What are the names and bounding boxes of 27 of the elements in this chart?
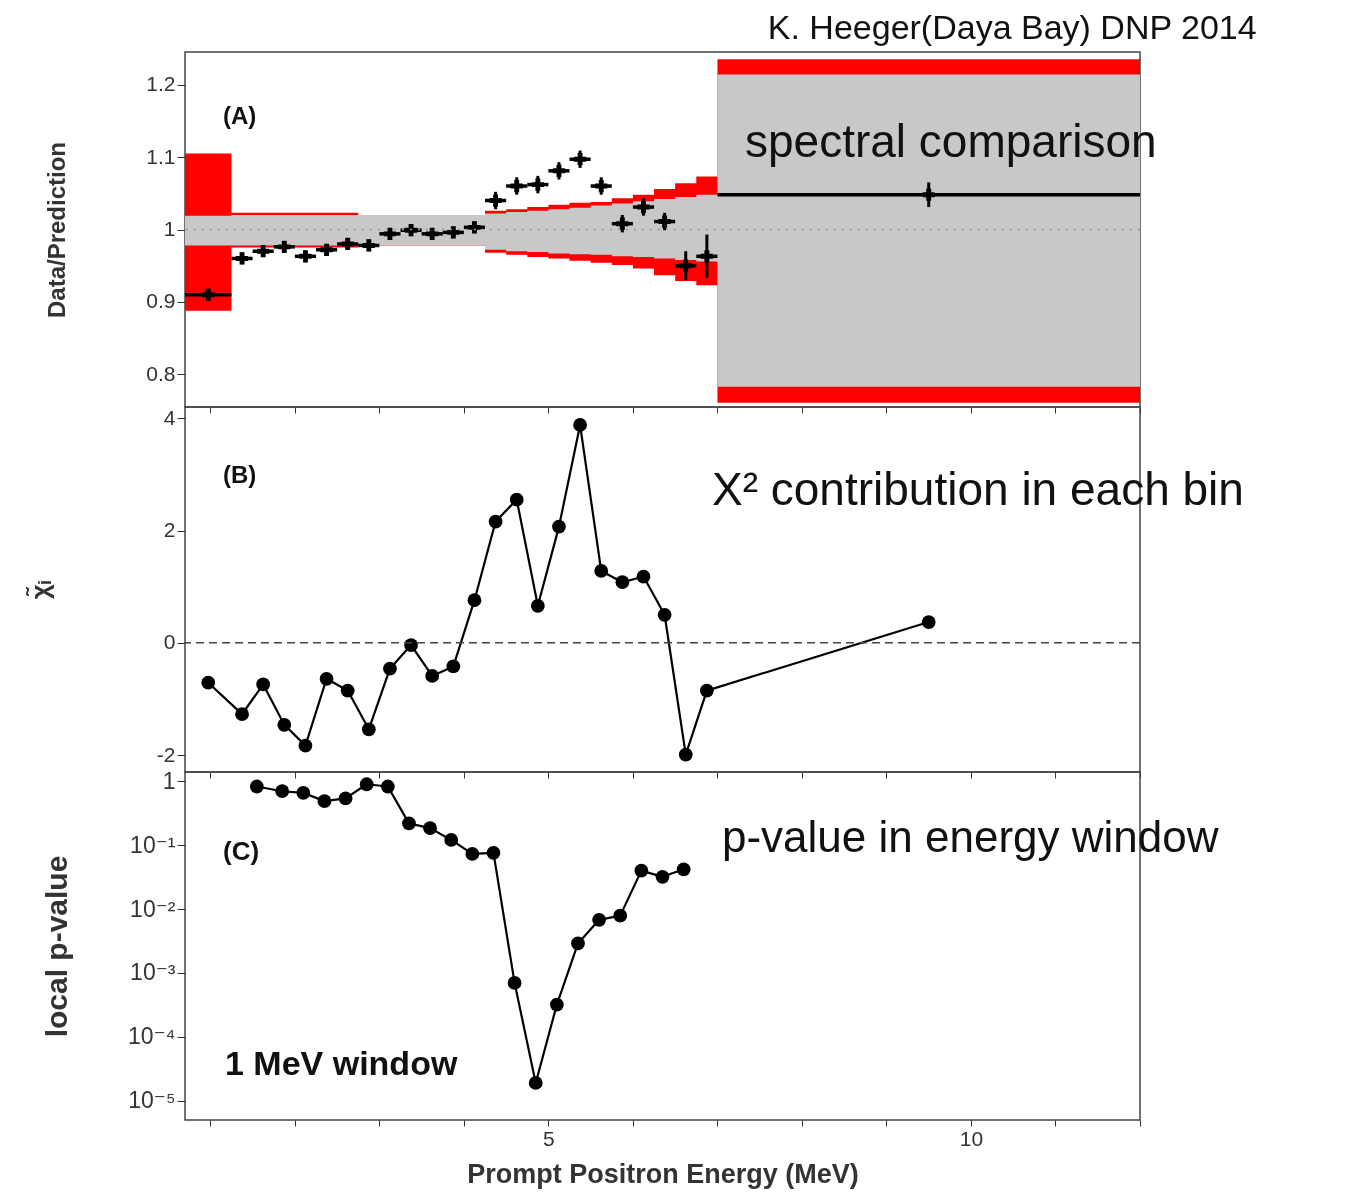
y-axis-title: Data/Prediction <box>42 141 70 319</box>
y-tick-label: -2 <box>156 742 176 766</box>
annotation: (A) <box>223 102 257 129</box>
x-tick-label: 5 <box>543 1126 555 1150</box>
y-tick-label: 10⁻³ <box>130 959 176 986</box>
annotation: (C) <box>223 836 260 866</box>
y-tick-label: 10⁻⁴ <box>127 1023 176 1050</box>
y-tick-label: 1.1 <box>146 144 176 168</box>
y-tick-label: 2 <box>163 518 176 542</box>
y-tick-label: 10⁻¹ <box>130 831 176 858</box>
y-tick-label: 1.2 <box>146 72 176 96</box>
x-axis-title: Prompt Positron Energy (MeV) <box>467 1158 859 1189</box>
y-tick-label: 0.8 <box>146 361 176 385</box>
y-axis-title: local p-value <box>39 855 73 1038</box>
y-tick-label: 10⁻⁵ <box>128 1087 176 1114</box>
y-tick-label: 1 <box>163 217 176 240</box>
annotation: (B) <box>223 461 257 488</box>
y-tick-label: 0.9 <box>146 289 176 313</box>
y-axis-title: χ̃ᵢ <box>24 580 55 600</box>
x-tick-label: 10 <box>959 1126 984 1150</box>
annotation: spectral comparison <box>745 115 1157 167</box>
y-tick-label: 0 <box>163 630 176 654</box>
y-tick-label: 10⁻² <box>130 895 176 922</box>
annotation: 1 MeV window <box>225 1044 458 1082</box>
chart-title: K. Heeger(Daya Bay) DNP 2014 <box>767 8 1257 46</box>
y-tick-label: 4 <box>163 405 176 429</box>
y-tick-label: 1 <box>162 767 176 794</box>
